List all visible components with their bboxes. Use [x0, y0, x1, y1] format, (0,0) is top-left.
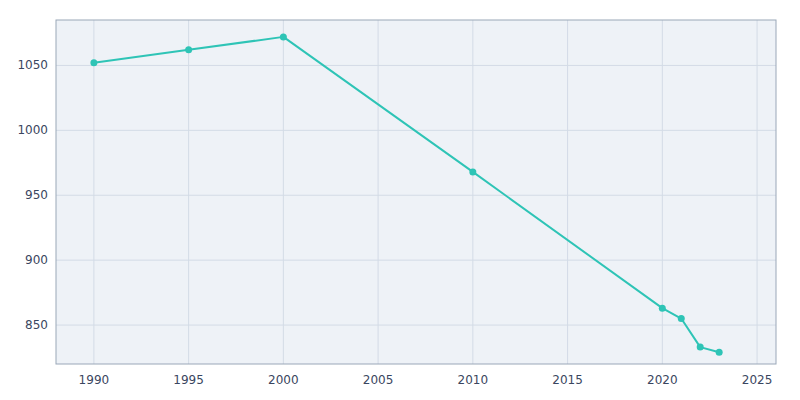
- line: [94, 37, 719, 352]
- x-grid-line: [757, 20, 758, 364]
- y-tick-label: 900: [25, 253, 48, 267]
- grid: [56, 20, 776, 364]
- x-tick-label: 2000: [268, 373, 299, 387]
- marker: [185, 46, 192, 53]
- y-tick-label: 850: [25, 318, 48, 332]
- marker: [90, 59, 97, 66]
- x-grid-line: [188, 20, 189, 364]
- chart-svg: 1990 1995 2000 2005 2010 2015 2020 2025 850 900 95…: [0, 0, 800, 400]
- chart-container: 1990 1995 2000 2005 2010 2015 2020 2025 850 900 95…: [0, 0, 800, 400]
- marker: [678, 315, 685, 322]
- data-group: [90, 33, 722, 355]
- x-tick-label: 2020: [647, 373, 678, 387]
- plot-frame: [56, 20, 776, 364]
- marker: [697, 344, 704, 351]
- marker: [280, 33, 287, 40]
- tick-labels: 1990 1995 2000 2005 2010 2015 2020 2025 850 900 95…: [17, 58, 772, 387]
- y-tick-label: 1050: [17, 58, 48, 72]
- marker: [716, 349, 723, 356]
- marker: [469, 168, 476, 175]
- x-grid-line: [567, 20, 568, 364]
- x-tick-label: 2010: [458, 373, 489, 387]
- x-grid-line: [283, 20, 284, 364]
- plot-background: [56, 20, 776, 364]
- x-grid-line: [662, 20, 663, 364]
- marker: [659, 305, 666, 312]
- x-tick-label: 1995: [173, 373, 204, 387]
- y-grid-line: [56, 195, 776, 196]
- x-tick-label: 2005: [363, 373, 394, 387]
- x-grid-line: [472, 20, 473, 364]
- x-tick-label: 2025: [742, 373, 773, 387]
- x-tick-label: 2015: [552, 373, 583, 387]
- y-tick-label: 1000: [17, 123, 48, 137]
- y-grid-line: [56, 65, 776, 66]
- x-grid-line: [93, 20, 94, 364]
- x-grid-line: [378, 20, 379, 364]
- x-tick-label: 1990: [79, 373, 110, 387]
- y-grid-line: [56, 325, 776, 326]
- y-grid-line: [56, 260, 776, 261]
- y-tick-label: 950: [25, 188, 48, 202]
